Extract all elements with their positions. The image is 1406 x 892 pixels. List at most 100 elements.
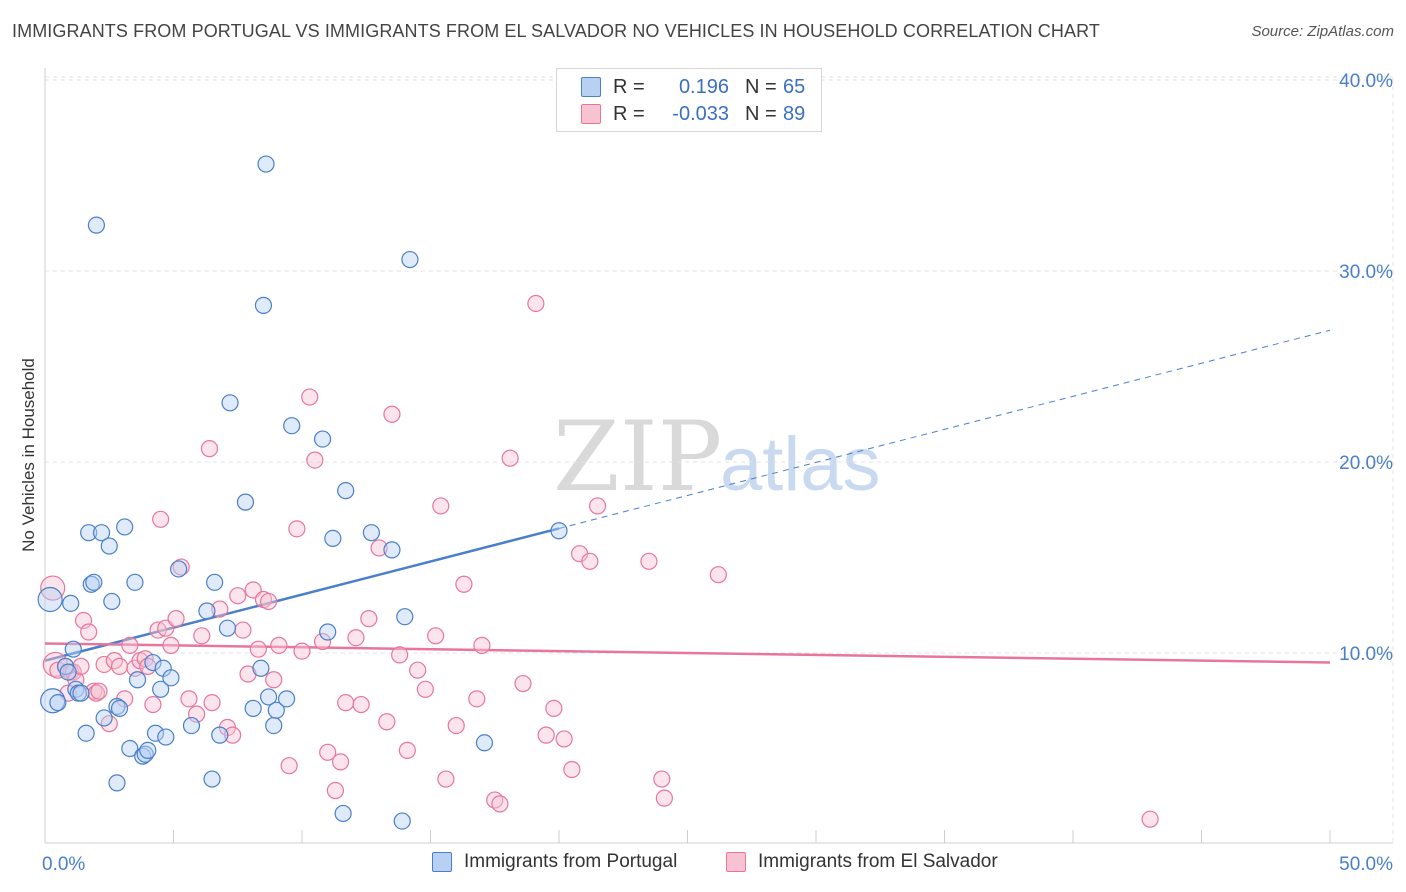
data-point bbox=[370, 539, 388, 557]
bottom-legend-label: Immigrants from El Salvador bbox=[758, 851, 998, 872]
data-point bbox=[211, 600, 229, 618]
data-point bbox=[229, 587, 247, 605]
data-point bbox=[277, 690, 296, 708]
data-point bbox=[64, 640, 82, 658]
data-point bbox=[437, 770, 455, 788]
tick-labels: 10.0% 20.0% 30.0% 40.0% 0.0% 50.0% bbox=[42, 71, 1393, 875]
data-point bbox=[265, 671, 283, 689]
data-point bbox=[80, 623, 98, 641]
trend-lines bbox=[44, 329, 1331, 664]
series-el-salvador-points bbox=[40, 294, 1159, 828]
data-point bbox=[90, 682, 108, 700]
data-point bbox=[59, 663, 77, 681]
data-point bbox=[87, 216, 106, 234]
data-point bbox=[218, 619, 237, 637]
data-point bbox=[514, 674, 532, 693]
watermark-zip: ZIP bbox=[553, 401, 722, 513]
legend-n-value: 65 bbox=[783, 75, 806, 98]
data-point bbox=[545, 699, 563, 717]
data-point bbox=[360, 610, 378, 628]
data-point bbox=[206, 573, 224, 591]
data-point bbox=[555, 730, 573, 748]
data-point bbox=[108, 774, 126, 792]
data-point bbox=[200, 440, 219, 458]
data-point bbox=[236, 493, 255, 511]
data-point bbox=[95, 709, 113, 727]
source-label: Source: ZipAtlas.com bbox=[1251, 23, 1394, 40]
y-tick-label: 30.0% bbox=[1339, 262, 1393, 283]
data-point bbox=[306, 451, 324, 469]
data-point bbox=[326, 781, 345, 800]
data-point bbox=[383, 541, 401, 559]
data-point bbox=[254, 296, 273, 314]
legend-swatch-pink bbox=[581, 104, 601, 124]
data-point bbox=[108, 697, 126, 716]
data-point bbox=[203, 694, 221, 712]
data-point bbox=[172, 558, 190, 576]
data-point bbox=[198, 602, 216, 620]
bottom-legend-swatch-pink bbox=[726, 852, 746, 872]
data-point bbox=[581, 552, 599, 570]
data-point bbox=[144, 653, 162, 672]
data-point bbox=[170, 560, 188, 578]
data-point bbox=[301, 388, 319, 406]
data-point bbox=[537, 726, 555, 744]
y-tick-label: 20.0% bbox=[1339, 453, 1393, 474]
data-point bbox=[280, 757, 298, 775]
legend-row-portugal: R = 0.196 N = 65 bbox=[581, 74, 805, 100]
data-point bbox=[157, 728, 175, 746]
data-point bbox=[362, 524, 380, 542]
data-point bbox=[416, 680, 434, 698]
data-point bbox=[655, 789, 673, 807]
data-point bbox=[126, 573, 144, 591]
data-point bbox=[37, 586, 63, 613]
bottom-legend-swatch-blue bbox=[432, 852, 452, 872]
data-point bbox=[267, 701, 285, 719]
data-point bbox=[49, 694, 67, 712]
legend-r-value: -0.033 bbox=[672, 102, 729, 125]
data-point bbox=[193, 627, 211, 645]
data-point bbox=[334, 804, 352, 823]
legend-r-label: R = bbox=[613, 75, 645, 98]
legend-n-label: N = bbox=[745, 75, 777, 98]
data-point bbox=[398, 741, 416, 760]
data-point bbox=[100, 537, 118, 555]
data-point bbox=[468, 690, 486, 708]
data-point bbox=[128, 671, 147, 689]
data-point bbox=[475, 734, 494, 752]
data-point bbox=[313, 632, 332, 651]
data-point bbox=[319, 743, 337, 761]
data-point bbox=[82, 575, 100, 593]
data-point bbox=[455, 575, 473, 593]
data-point bbox=[110, 657, 129, 675]
data-point bbox=[72, 684, 90, 702]
data-point bbox=[146, 724, 165, 742]
bottom-legend-label: Immigrants from Portugal bbox=[464, 851, 678, 872]
data-point bbox=[152, 680, 170, 698]
data-point bbox=[337, 482, 355, 500]
data-point bbox=[121, 636, 139, 654]
data-point bbox=[62, 594, 80, 612]
y-tick-label: 40.0% bbox=[1339, 71, 1393, 92]
data-point bbox=[221, 394, 239, 412]
data-point bbox=[393, 812, 411, 830]
legend-r-label: R = bbox=[613, 102, 645, 125]
data-point bbox=[324, 529, 342, 548]
data-point bbox=[313, 430, 332, 448]
data-point bbox=[103, 592, 121, 611]
legend-row-el-salvador: R = -0.033 N = 89 bbox=[581, 101, 805, 127]
data-point bbox=[121, 739, 139, 758]
data-point bbox=[182, 716, 201, 735]
data-point bbox=[588, 497, 607, 515]
watermark-atlas: atlas bbox=[720, 422, 881, 507]
data-point bbox=[162, 636, 180, 654]
trend-line-el-salvador bbox=[44, 642, 1331, 664]
data-point bbox=[293, 642, 311, 660]
trend-line-portugal bbox=[44, 527, 560, 662]
data-point bbox=[378, 713, 396, 731]
x-tick-label: 50.0% bbox=[1339, 854, 1393, 875]
data-point bbox=[640, 552, 658, 570]
data-point bbox=[391, 646, 409, 664]
data-point bbox=[92, 524, 111, 542]
